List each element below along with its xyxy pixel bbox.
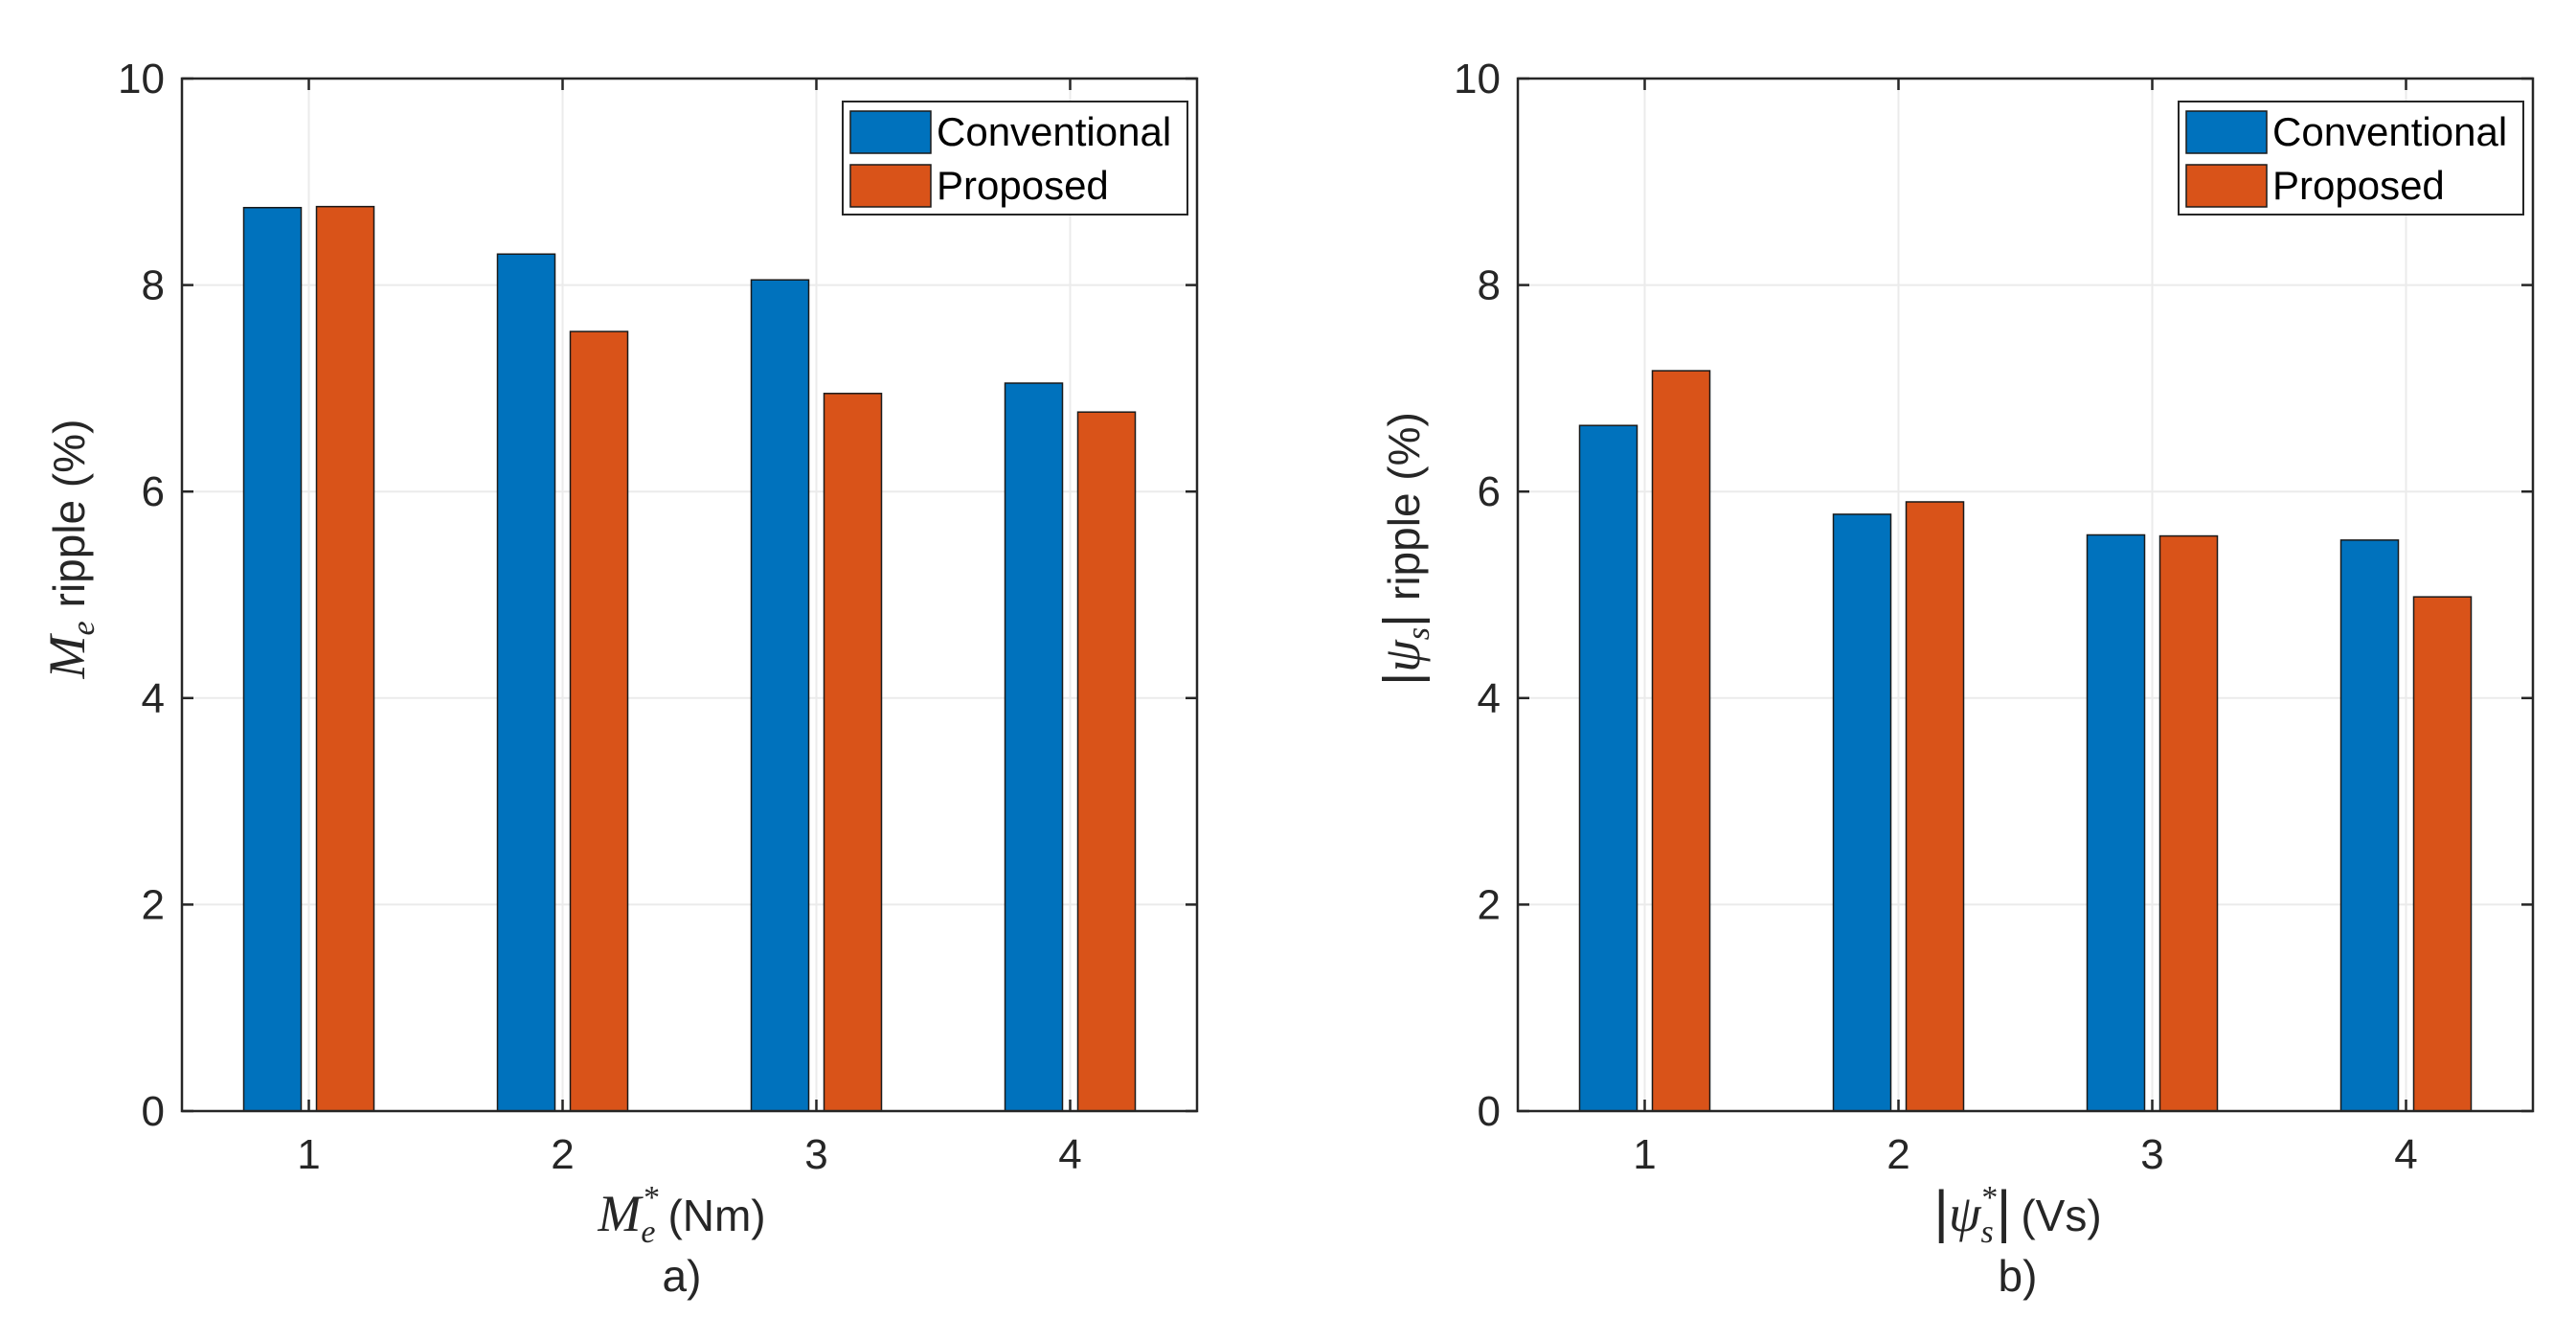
bar-proposed-1 xyxy=(1651,370,1711,1112)
y-tick-label: 10 xyxy=(1454,56,1501,102)
y-tick-label: 6 xyxy=(142,468,165,515)
x-tick-label: 2 xyxy=(1887,1131,1909,1178)
bar-conventional-3 xyxy=(750,279,810,1112)
legend-label-conventional: Conventional xyxy=(2272,109,2507,154)
x-tick-label: 2 xyxy=(551,1131,574,1178)
axes-box xyxy=(1516,77,2535,1113)
y-tick-label: 0 xyxy=(142,1088,165,1135)
bar-proposed-4 xyxy=(1076,411,1137,1112)
x-tick-label: 4 xyxy=(1058,1131,1081,1178)
y-tick-label: 8 xyxy=(142,262,165,309)
bar-conventional-2 xyxy=(1832,513,1892,1112)
svg-text:|ψs|ripple (%): |ψs|ripple (%) xyxy=(1373,412,1436,686)
y-tick-label: 4 xyxy=(1478,675,1501,722)
x-tick-label: 3 xyxy=(804,1131,827,1178)
legend-swatch-conventional xyxy=(849,110,932,154)
y-tick-label: 2 xyxy=(1478,881,1501,928)
bar-conventional-3 xyxy=(2086,534,2146,1112)
y-tick-label: 0 xyxy=(1478,1088,1501,1135)
legend-swatch-proposed xyxy=(849,164,932,208)
bar-conventional-4 xyxy=(1004,382,1064,1112)
y-tick-label: 10 xyxy=(118,56,165,102)
svg-text:|ψs*|(Vs): |ψs*| (Vs) xyxy=(1933,1179,2101,1250)
bar-conventional-2 xyxy=(496,253,556,1112)
axes-box xyxy=(180,77,1199,1113)
x-axis-label-a: Me* (Nm) xyxy=(597,1180,765,1250)
bar-proposed-3 xyxy=(2158,534,2219,1112)
legend-label-conventional: Conventional xyxy=(937,109,1171,154)
x-tick-label: 4 xyxy=(2394,1131,2417,1178)
legend-b: Conventional Proposed xyxy=(2178,101,2524,216)
x-tick-label: 1 xyxy=(1633,1131,1656,1178)
x-axis-label-b: |ψs*| (Vs) xyxy=(1933,1179,2101,1250)
y-tick-label: 6 xyxy=(1478,468,1501,515)
panel-label-b: b) xyxy=(1999,1251,2038,1301)
bar-conventional-4 xyxy=(2339,539,2400,1112)
svg-text:Meripple (%): Meripple (%) xyxy=(38,420,102,680)
y-axis-label-b: |ψs|ripple (%) xyxy=(1373,412,1436,686)
legend-label-proposed: Proposed xyxy=(937,163,1109,208)
legend-a: Conventional Proposed xyxy=(842,101,1188,216)
y-axis-label-a: Meripple (%) xyxy=(38,420,102,680)
bar-conventional-1 xyxy=(242,207,303,1112)
y-tick-label: 4 xyxy=(142,675,165,722)
bar-proposed-3 xyxy=(823,393,883,1112)
y-tick-label: 2 xyxy=(142,881,165,928)
legend-swatch-conventional xyxy=(2185,110,2268,154)
bar-proposed-2 xyxy=(1905,501,1965,1112)
y-tick-label: 8 xyxy=(1478,262,1501,309)
bar-proposed-2 xyxy=(569,330,629,1112)
bar-proposed-1 xyxy=(315,205,375,1112)
bar-conventional-1 xyxy=(1578,424,1638,1112)
svg-text:Me*(Nm): Me* (Nm) xyxy=(597,1180,765,1250)
panel-label-a: a) xyxy=(663,1251,702,1301)
x-tick-label: 3 xyxy=(2140,1131,2163,1178)
x-tick-label: 1 xyxy=(297,1131,320,1178)
legend-swatch-proposed xyxy=(2185,164,2268,208)
bar-proposed-4 xyxy=(2412,596,2473,1112)
legend-label-proposed: Proposed xyxy=(2272,163,2445,208)
